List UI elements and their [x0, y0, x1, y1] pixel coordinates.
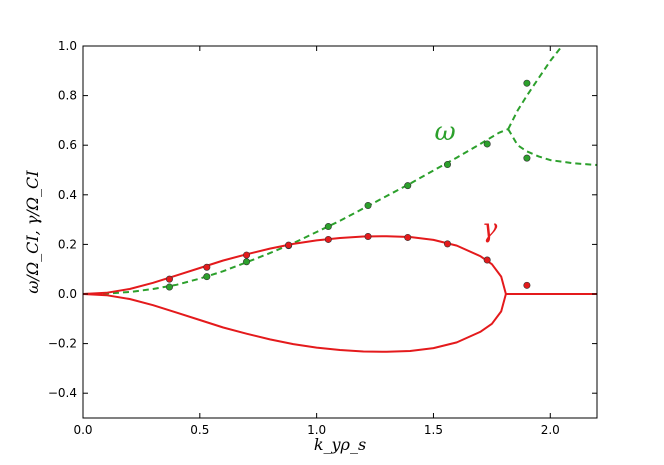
y-tick-label: 0.2	[58, 237, 77, 251]
series-0-point	[203, 273, 211, 281]
x-tick-label: 0.0	[73, 423, 92, 437]
series-0-point	[243, 258, 251, 266]
series-annotation: ω	[435, 117, 456, 147]
series-1-point	[364, 232, 372, 240]
series-0-point	[165, 283, 173, 291]
series-annotation: γ	[482, 214, 498, 244]
series-0-curve	[507, 46, 563, 130]
x-tick-label: 0.5	[190, 423, 209, 437]
y-tick-label: 0.4	[58, 188, 77, 202]
series-0-point	[483, 140, 491, 148]
x-tick-label: 1.5	[424, 423, 443, 437]
y-axis-label: ω/Ω_CI, γ/Ω_CI	[23, 170, 42, 294]
series-1-curve	[83, 235, 507, 295]
series-0-curve	[507, 128, 597, 166]
y-tick-label: −0.4	[48, 386, 77, 400]
y-tick-label: 0.6	[58, 138, 77, 152]
series-1-point	[483, 256, 491, 264]
series-1-point	[523, 281, 531, 289]
series-1-point	[324, 235, 332, 243]
series-0-point	[443, 161, 451, 169]
y-tick-label: 1.0	[58, 39, 77, 53]
series-1-point	[404, 233, 412, 241]
ticks-layer: 0.0 0.5 1.0 1.5 2.0 −0.4 −0.2 0.0 0.2 0.4 0.6 0.8 1.…	[48, 39, 597, 437]
x-tick-label: 2.0	[541, 423, 560, 437]
annotations-layer: ωγ	[435, 117, 498, 244]
series-1-curve	[83, 293, 507, 353]
series-0-point	[404, 182, 412, 190]
x-tick-label: 1.0	[307, 423, 326, 437]
series-1-point	[443, 240, 451, 248]
series-1-point	[165, 275, 173, 283]
series-0-point	[523, 79, 531, 87]
y-tick-label: 0.0	[58, 287, 77, 301]
series-0-point	[324, 223, 332, 231]
series-1-point	[203, 263, 211, 271]
series-0-point	[523, 154, 531, 162]
y-tick-label: −0.2	[48, 337, 77, 351]
x-axis-label: k_yρ_s	[314, 435, 366, 454]
series-0-curve	[83, 128, 509, 295]
y-tick-label: 0.8	[58, 89, 77, 103]
plot-frame	[82, 45, 598, 419]
curves-layer	[83, 46, 597, 353]
series-1-point	[243, 251, 251, 259]
points-layer	[165, 79, 531, 291]
series-1-point	[285, 241, 293, 249]
series-0-point	[364, 201, 372, 209]
